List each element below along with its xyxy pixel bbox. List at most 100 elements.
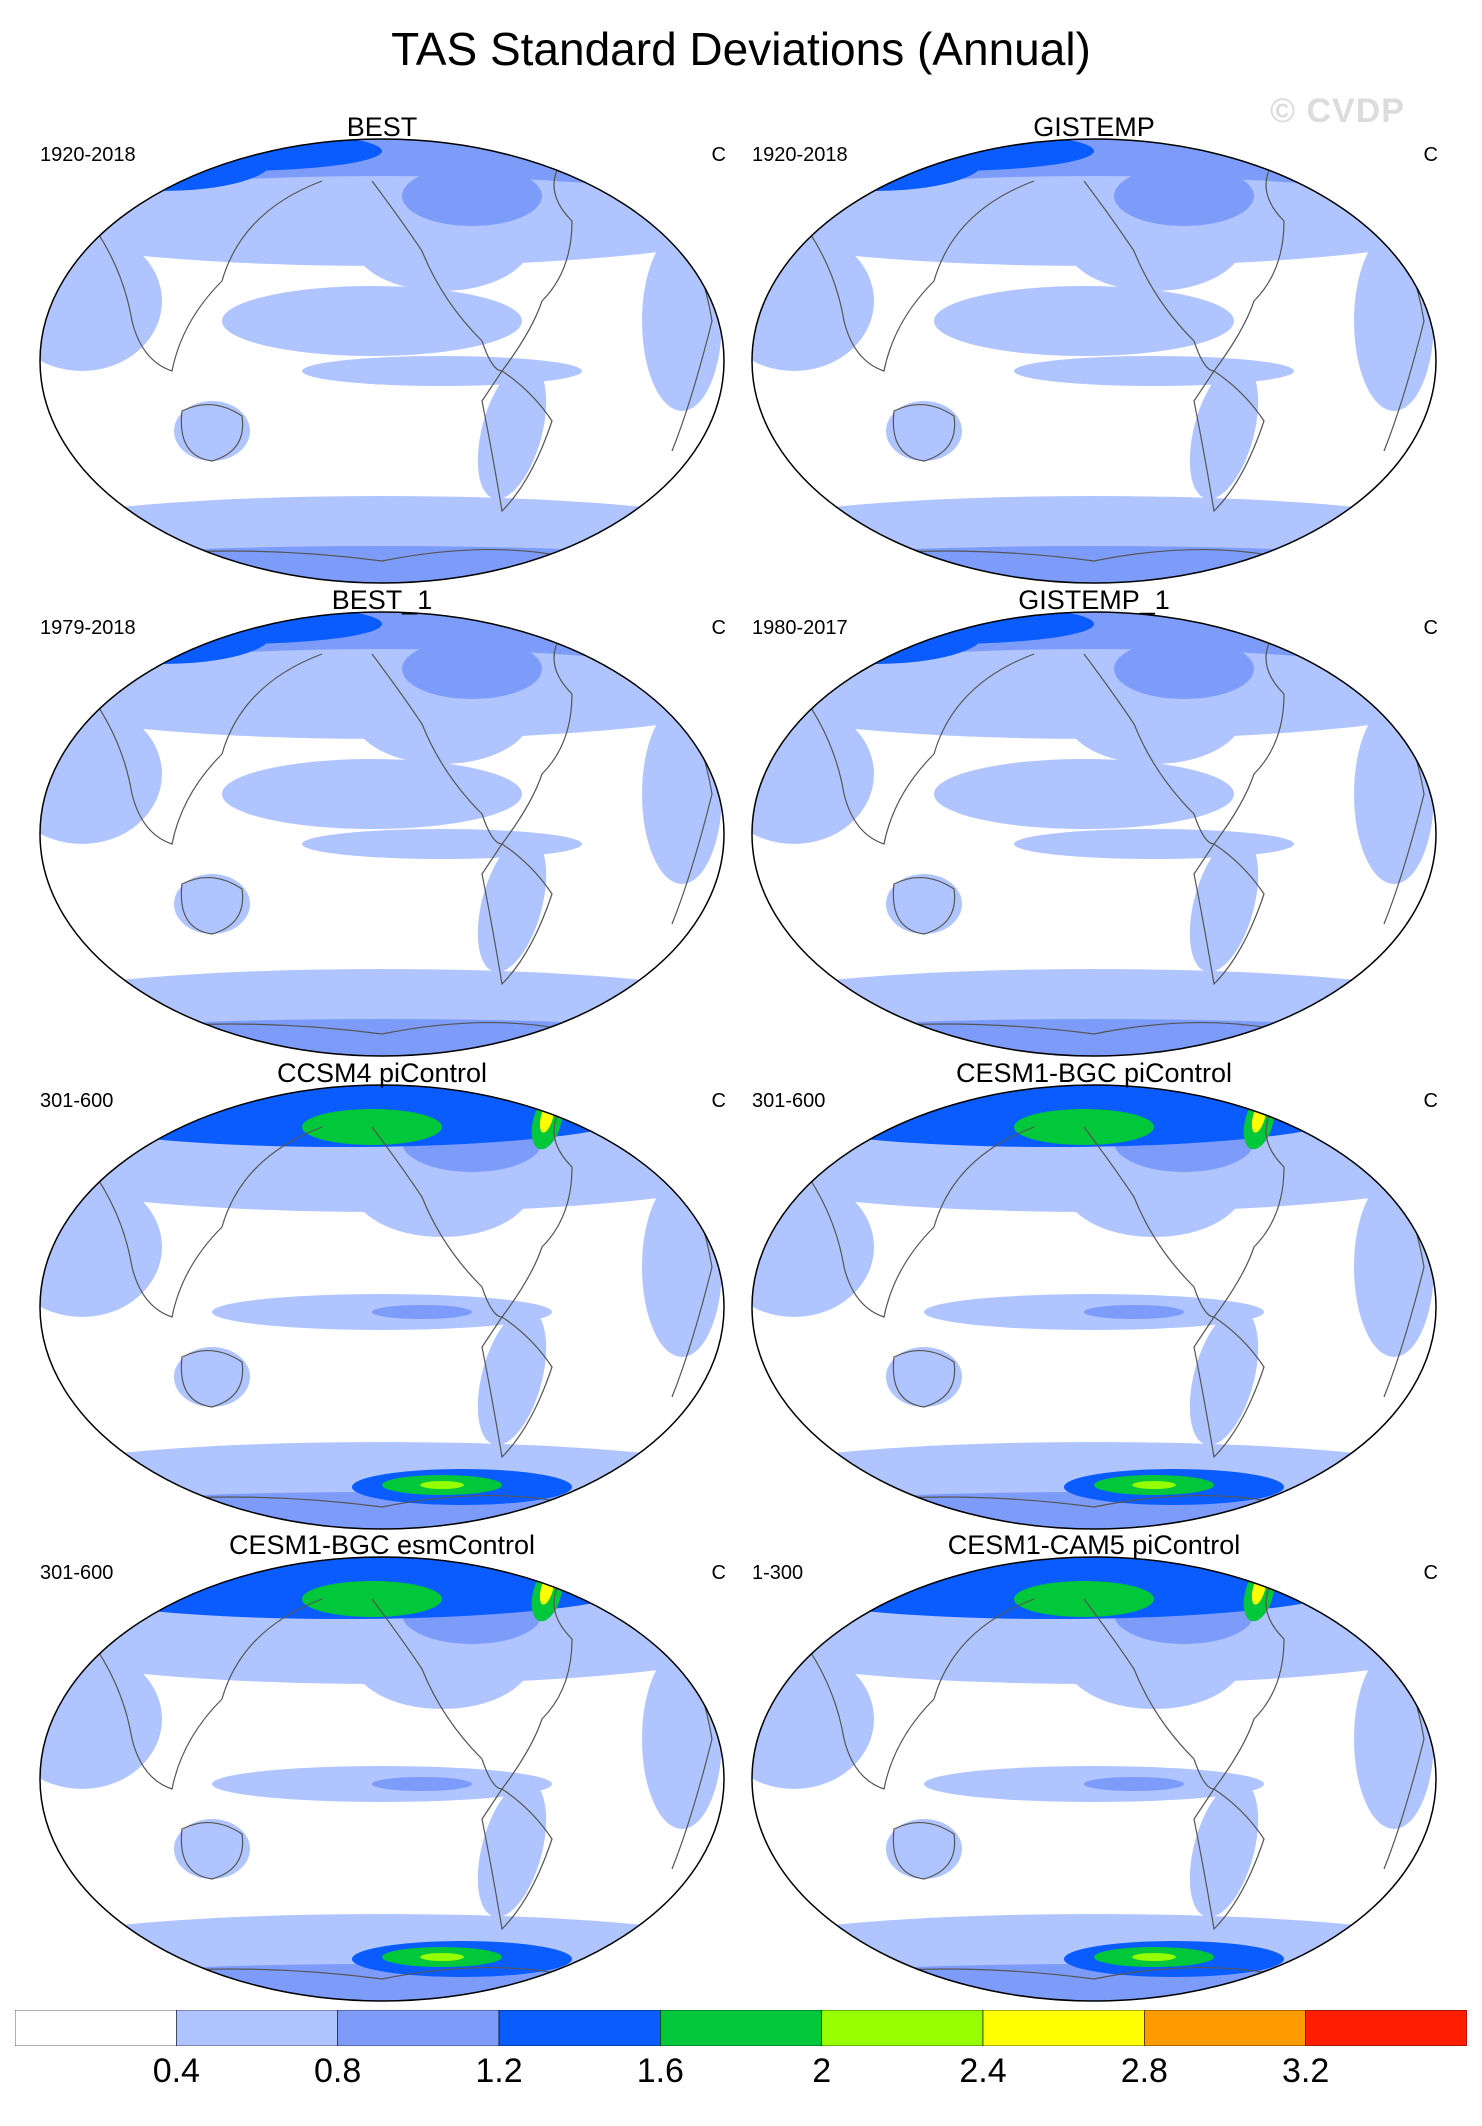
colorbar-swatch [660,2010,822,2046]
panel-title: BEST [346,112,418,142]
colorbar-swatch [498,2010,661,2046]
coastline-eurasia [81,180,323,372]
colorbar-swatch [1305,2010,1467,2046]
antarctic-band [752,1019,1436,1056]
coastline-s-america [1193,370,1265,513]
s-america [477,1780,547,1918]
map-outline [751,138,1437,584]
colorbar-swatch [176,2010,338,2046]
panel-units: C [711,1562,726,1584]
africa-light [1354,1177,1434,1357]
panel-units: C [711,1090,726,1112]
colorbar-tick-label: 2.8 [1120,2052,1168,2090]
colorbar-tick-label: 1.2 [475,2052,523,2090]
panel-title: GISTEMP [1033,112,1155,142]
map-panel: GISTEMP_1 1980-2017 C [742,585,1446,1057]
map-panel: GISTEMP 1920-2018 C [742,112,1446,584]
africa-light [642,1649,722,1829]
antarctic-lime [420,1481,464,1489]
colorbar-tick-label: 1.6 [636,2052,684,2090]
africa-light [642,231,722,411]
canada-anomaly [1114,639,1254,699]
coastline-australia [892,876,956,935]
coastline-eurasia [81,653,323,845]
colorbar-swatch [1144,2010,1306,2046]
panel-units: C [711,144,726,166]
watermark: © CVDP [1270,92,1405,130]
colorbar-swatch [982,2010,1145,2046]
australia [174,1819,250,1879]
panel-units: C [1423,617,1438,639]
s-america [477,362,547,500]
s-america [1189,1308,1259,1446]
africa-light [642,1177,722,1357]
coastline-s-america [1193,1316,1265,1459]
map-outline [39,138,725,584]
panel-units: C [1423,144,1438,166]
world-map [751,1084,1437,1530]
panel-period: 301-600 [40,1562,114,1584]
panel-title: CCSM4 piControl [276,1058,488,1088]
enso-core [1084,1305,1184,1319]
world-map [751,1556,1437,2002]
coastline-australia [892,403,956,462]
coastline-eurasia [793,1598,1035,1790]
antarctic-band [40,546,724,583]
coastline-eurasia [81,1126,323,1318]
antarctic-band [40,1019,724,1056]
panel-title: CESM1-BGC piControl [955,1058,1233,1088]
panel-title: BEST_1 [331,585,433,615]
world-map [39,138,725,584]
coastline-eurasia [793,653,1035,845]
africa-light [1354,231,1434,411]
s-america [477,835,547,973]
panel-title: CESM1-BGC esmControl [228,1530,536,1560]
panel-period: 301-600 [752,1090,826,1112]
colorbar-tick-label: 3.2 [1282,2052,1330,2090]
map-panel: CESM1-CAM5 piControl 1-300 C [742,1530,1446,2002]
australia [174,874,250,934]
coastline-s-america [1193,843,1265,986]
panel-period: 1980-2017 [752,617,848,639]
world-map [39,1084,725,1530]
coastline-s-america [481,843,553,986]
map-outline [751,1556,1437,2002]
coastline-australia [180,1821,244,1880]
coastline-australia [180,1349,244,1408]
coastline-australia [180,403,244,462]
s-america [477,1308,547,1446]
australia [174,401,250,461]
africa-light [642,704,722,884]
map-outline [751,1084,1437,1530]
enso-core [372,1777,472,1791]
enso-core [1084,1777,1184,1791]
panel-period: 1979-2018 [40,617,136,639]
canada-anomaly [1114,166,1254,226]
colorbar-tick-label: 0.8 [314,2052,362,2090]
enso-band [222,286,522,356]
coastline-s-america [481,370,553,513]
coastline-australia [180,876,244,935]
colorbar-swatch [821,2010,984,2046]
map-outline [39,1556,725,2002]
panel-period: 1920-2018 [752,144,848,166]
coastline-s-america [481,1316,553,1459]
enso-core [372,1305,472,1319]
panel-period: 1920-2018 [40,144,136,166]
coastline-eurasia [81,1598,323,1790]
coastline-eurasia [793,1126,1035,1318]
enso-band [934,286,1234,356]
panel-period: 1-300 [752,1562,804,1584]
panel-title: GISTEMP_1 [1018,585,1170,615]
antarctic-band [752,546,1436,583]
panel-units: C [711,617,726,639]
africa-light [1354,1649,1434,1829]
colorbar-tick-label: 2 [812,2052,832,2090]
s-america [1189,362,1259,500]
map-panel: CESM1-BGC esmControl 301-600 C [30,1530,734,2002]
world-map [39,611,725,1057]
antarctic-lime [1132,1481,1176,1489]
world-map [751,611,1437,1057]
panel-period: 301-600 [40,1090,114,1112]
africa-light [1354,704,1434,884]
